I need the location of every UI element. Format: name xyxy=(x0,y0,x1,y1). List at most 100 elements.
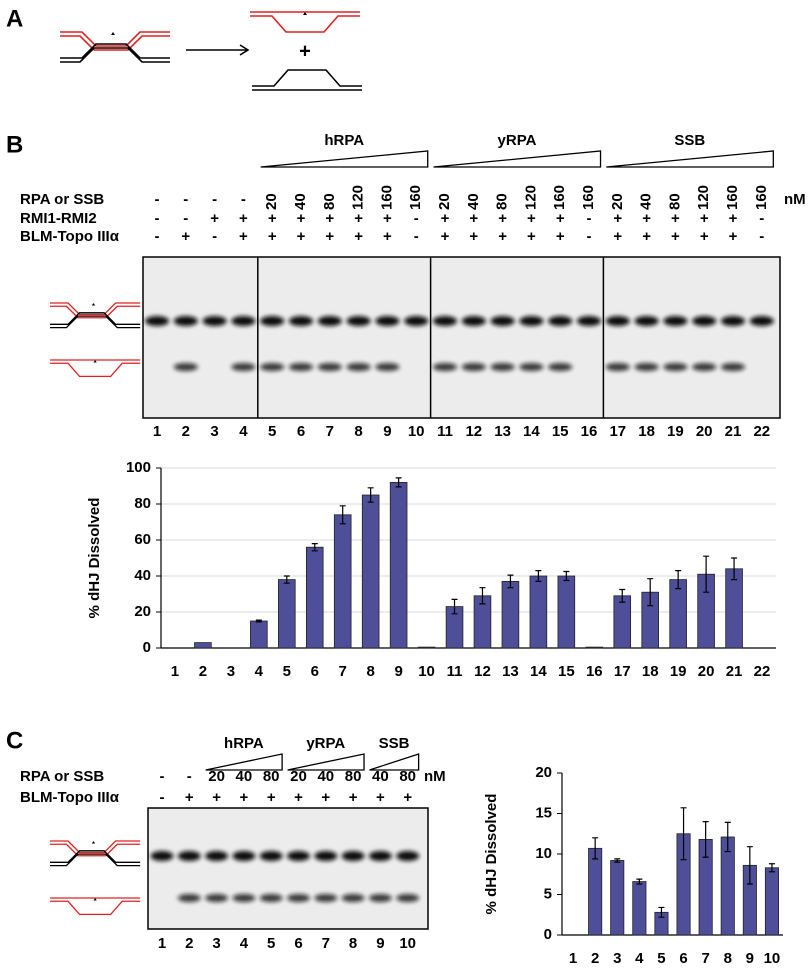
row-value: 80 xyxy=(263,768,280,785)
x-tick-label: 13 xyxy=(502,663,519,680)
lane-number: 3 xyxy=(210,423,218,440)
row-value: 120 xyxy=(522,185,539,210)
row-value: + xyxy=(268,228,277,245)
x-tick-label: 10 xyxy=(764,950,781,967)
product-schematic xyxy=(249,11,361,33)
group-label: yRPA xyxy=(498,132,537,149)
x-tick-label: 15 xyxy=(558,663,575,680)
group-label: hRPA xyxy=(224,735,264,752)
gel-band xyxy=(432,363,458,371)
row-value: + xyxy=(325,228,334,245)
row-value: + xyxy=(403,789,412,806)
dhj-icon xyxy=(49,302,141,329)
gel-band xyxy=(260,363,285,371)
bar xyxy=(361,494,380,649)
row-value: 160 xyxy=(724,185,741,210)
bar xyxy=(417,646,436,649)
gel-band xyxy=(173,363,198,371)
bar xyxy=(585,646,604,649)
titration-wedge xyxy=(260,150,429,168)
error-bar xyxy=(479,587,486,605)
lane-number: 4 xyxy=(239,423,248,440)
gel-band xyxy=(634,316,659,326)
row-value: + xyxy=(700,228,709,245)
error-bar xyxy=(395,477,402,488)
panel-label: B xyxy=(6,131,23,158)
row-value: - xyxy=(759,228,764,245)
gel-band xyxy=(663,363,688,371)
error-bar xyxy=(311,543,318,552)
y-tick-label: 80 xyxy=(134,495,151,512)
gel-band xyxy=(368,894,392,902)
bar xyxy=(632,881,647,936)
y-tick-label: 10 xyxy=(535,845,552,862)
gel-band xyxy=(490,316,515,326)
bar xyxy=(764,867,779,936)
x-tick-label: 18 xyxy=(642,663,659,680)
row-value: + xyxy=(325,210,334,227)
x-tick-label: 9 xyxy=(746,950,754,967)
gel-band xyxy=(259,894,283,902)
product-schematic xyxy=(251,69,363,91)
panel-label: C xyxy=(6,727,23,754)
row-value: - xyxy=(414,228,419,245)
gel-band xyxy=(490,363,515,371)
error-bar xyxy=(675,570,682,590)
row-value: + xyxy=(321,789,330,806)
lane-number: 8 xyxy=(349,935,357,952)
group-label: yRPA xyxy=(306,735,345,752)
row-value: + xyxy=(267,789,276,806)
bar xyxy=(333,514,352,649)
bar xyxy=(389,481,408,649)
bar xyxy=(305,546,324,649)
row-value: - xyxy=(241,191,246,208)
gel-band xyxy=(231,316,256,326)
error-bar xyxy=(724,821,731,853)
x-tick-label: 6 xyxy=(679,950,687,967)
bar xyxy=(557,575,576,649)
gel-band xyxy=(314,894,338,902)
row-label: RMI1-RMI2 xyxy=(20,210,97,227)
lane-number: 13 xyxy=(494,423,511,440)
row-value: + xyxy=(383,228,392,245)
row-value: + xyxy=(354,210,363,227)
row-value: - xyxy=(587,228,592,245)
error-bar xyxy=(283,575,290,584)
lane-number: 4 xyxy=(240,935,249,952)
bar xyxy=(278,579,296,649)
gel-band xyxy=(605,363,630,371)
x-tick-label: 3 xyxy=(227,663,235,680)
row-value: 160 xyxy=(753,185,770,210)
x-tick-label: 4 xyxy=(635,950,644,967)
row-value: - xyxy=(155,210,160,227)
row-value: 20 xyxy=(263,193,280,210)
row-value: + xyxy=(181,228,190,245)
row-value: 40 xyxy=(317,768,334,785)
y-tick-label: 20 xyxy=(134,603,151,620)
row-value: + xyxy=(297,228,306,245)
row-value: 20 xyxy=(290,768,307,785)
row-value: 120 xyxy=(695,185,712,210)
row-value: + xyxy=(239,210,248,227)
x-tick-label: 22 xyxy=(754,663,771,680)
row-value: - xyxy=(183,191,188,208)
group-label: hRPA xyxy=(324,132,364,149)
gel-band xyxy=(548,363,573,371)
row-value: + xyxy=(700,210,709,227)
x-tick-label: 5 xyxy=(657,950,665,967)
row-value: + xyxy=(527,210,536,227)
row-value: + xyxy=(294,789,303,806)
arrow xyxy=(186,44,250,56)
row-value: + xyxy=(642,228,651,245)
row-value: + xyxy=(498,210,507,227)
row-value: + xyxy=(268,210,277,227)
gel-band xyxy=(177,894,201,902)
x-tick-label: 7 xyxy=(701,950,709,967)
row-value: + xyxy=(354,228,363,245)
gel-band xyxy=(519,363,544,371)
gel-band xyxy=(231,363,256,371)
row-value: + xyxy=(376,789,385,806)
error-bar xyxy=(636,878,643,885)
row-value: - xyxy=(212,191,217,208)
row-value: + xyxy=(212,789,221,806)
